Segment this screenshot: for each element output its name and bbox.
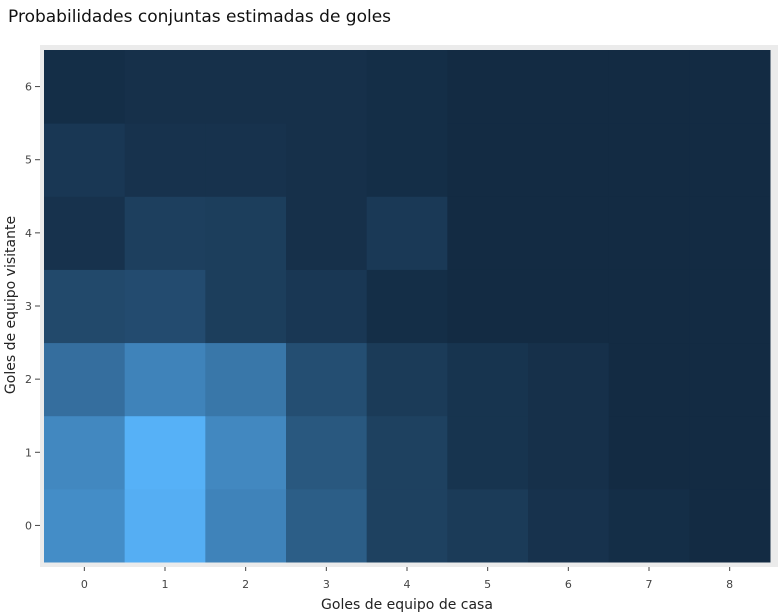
heatmap-cell (44, 196, 126, 270)
heatmap-cell (689, 196, 771, 270)
heatmap-cell (689, 342, 771, 417)
heatmap-cell (447, 50, 529, 124)
heatmap-cell (44, 415, 126, 490)
heatmap-cell (447, 196, 529, 270)
heatmap-cell (528, 342, 610, 417)
heatmap-cell (205, 488, 287, 563)
heatmap-cell (44, 488, 126, 563)
x-tick-label: 4 (404, 578, 411, 591)
heatmap-cell (286, 196, 368, 270)
heatmap-cell (124, 50, 206, 124)
heatmap-cell (286, 415, 368, 490)
heatmap-cell (447, 123, 529, 197)
heatmap-cell (608, 488, 690, 563)
x-tick-label: 0 (81, 578, 88, 591)
heatmap-cell (205, 50, 287, 124)
heatmap-cell (124, 123, 206, 197)
x-tick-label: 1 (162, 578, 169, 591)
x-tick-label: 8 (726, 578, 733, 591)
heatmap-cell (286, 123, 368, 197)
heatmap-cell (286, 269, 368, 344)
heatmap-cell (528, 269, 610, 344)
heatmap-cell (286, 488, 368, 563)
heatmap-cell (608, 415, 690, 490)
heatmap-cell (528, 50, 610, 124)
heatmap-cell (447, 342, 529, 417)
heatmap-cell (286, 342, 368, 417)
heatmap-cell (124, 415, 206, 490)
heatmap-cell (205, 342, 287, 417)
heatmap-cell (366, 488, 448, 563)
heatmap-cell (689, 50, 771, 124)
heatmap-cell (366, 342, 448, 417)
heatmap-cell (528, 415, 610, 490)
x-tick-label: 6 (565, 578, 572, 591)
heatmap-cell (528, 196, 610, 270)
x-axis: 0 1 2 3 4 5 6 7 8 (81, 567, 733, 591)
y-tick-label: 3 (25, 300, 32, 313)
heatmap-cell (689, 123, 771, 197)
heatmap-cell (528, 123, 610, 197)
y-tick-label: 6 (25, 81, 32, 94)
x-tick-label: 3 (323, 578, 330, 591)
heatmap-cell (124, 269, 206, 344)
x-tick-label: 2 (242, 578, 249, 591)
heatmap-cell (366, 269, 448, 344)
heatmap-cell (528, 488, 610, 563)
heatmap-cell (689, 488, 771, 563)
heatmap-cell (286, 50, 368, 124)
heatmap-cell (689, 415, 771, 490)
heatmap-cell (608, 123, 690, 197)
y-tick-label: 4 (25, 227, 32, 240)
y-tick-label: 0 (25, 519, 32, 532)
y-tick-label: 2 (25, 373, 32, 386)
heatmap-cell (608, 50, 690, 124)
y-tick-label: 1 (25, 446, 32, 459)
heatmap-cell (447, 269, 529, 344)
heatmap-cell (366, 123, 448, 197)
heatmap-cell (608, 269, 690, 344)
heatmap-cell (44, 50, 126, 124)
heatmap-cell (366, 415, 448, 490)
heatmap-cell (44, 269, 126, 344)
heatmap-cell (44, 342, 126, 417)
y-axis: 0 1 2 3 4 5 6 (25, 81, 40, 532)
heatmap-cell (124, 342, 206, 417)
heatmap-cell (205, 269, 287, 344)
heatmap-cell (447, 415, 529, 490)
y-axis-label: Goles de equipo visitante (3, 216, 19, 394)
heatmap-cell (608, 196, 690, 270)
heatmap-cell (205, 415, 287, 490)
x-axis-label: Goles de equipo de casa (321, 597, 493, 612)
y-tick-label: 5 (25, 154, 32, 167)
heatmap-cell (366, 196, 448, 270)
heatmap-cell (689, 269, 771, 344)
chart-title: Probabilidades conjuntas estimadas de go… (8, 7, 391, 27)
heatmap-cell (44, 123, 126, 197)
heatmap-cell (447, 488, 529, 563)
heatmap-cell (205, 196, 287, 270)
heatmap-cell (124, 488, 206, 563)
x-tick-label: 7 (646, 578, 653, 591)
heatmap-cell (205, 123, 287, 197)
heatmap-cell (366, 50, 448, 124)
heatmap-cell (124, 196, 206, 270)
x-tick-label: 5 (484, 578, 491, 591)
heatmap-cell (608, 342, 690, 417)
heatmap-cells (44, 50, 771, 563)
